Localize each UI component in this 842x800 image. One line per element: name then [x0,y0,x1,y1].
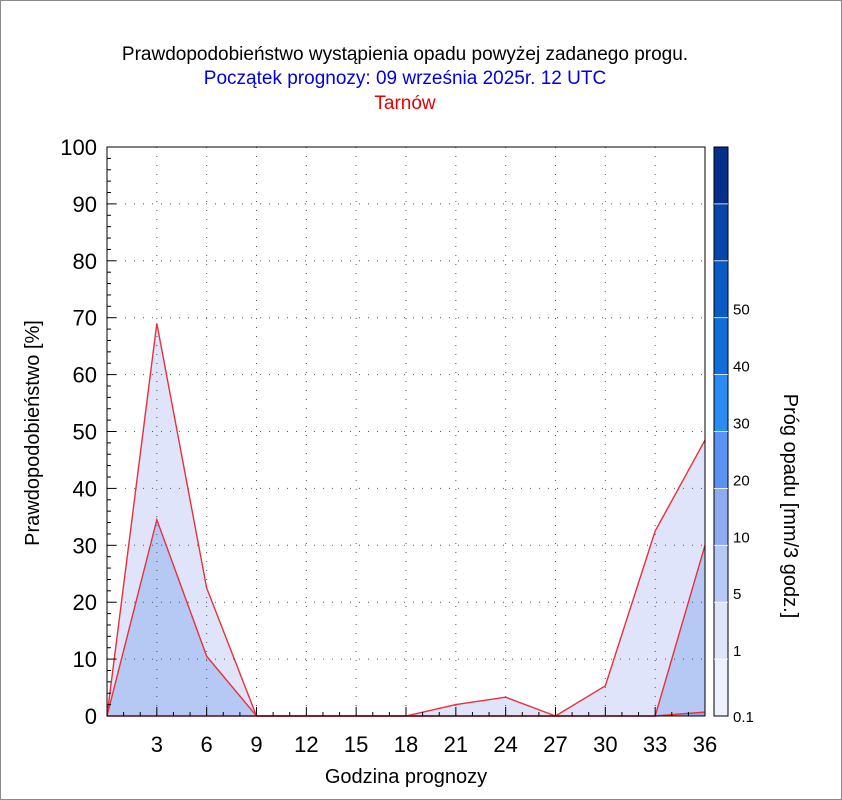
location-name: Tarnów [374,93,436,114]
x-tick-label: 33 [643,732,667,757]
colorbar-segment [714,317,728,375]
y-tick-label: 60 [73,363,97,388]
y-axis-label: Prawdopodobieństwo [%] [22,320,44,546]
colorbar: 0.1 1 5 10 20 30 40 50 [713,146,754,726]
y-tick-label: 0 [85,704,97,729]
x-tick-label: 3 [151,732,163,757]
colorbar-tick-label: 10 [733,529,750,546]
x-tick-label: 27 [543,732,567,757]
x-tick-label: 21 [444,732,468,757]
x-tick-label: 36 [693,732,717,757]
y-tick-label: 40 [73,476,97,501]
colorbar-segment [714,431,728,489]
colorbar-tick-label: 1 [733,643,741,660]
axes [106,146,706,717]
y-tick-label: 20 [73,590,97,615]
y-tick-labels: 0 10 20 30 40 50 60 70 80 90 100 [60,135,97,729]
colorbar-tick-label: 40 [733,359,750,376]
y-tick-label: 80 [73,249,97,274]
x-tick-label: 30 [593,732,617,757]
x-tick-label: 6 [201,732,213,757]
x-tick-label: 12 [294,732,318,757]
colorbar-label: Próg opadu [mm/3 godz.] [779,394,801,619]
x-tick-labels: 3 6 9 12 15 18 21 24 27 30 33 36 [151,732,718,757]
y-tick-label: 50 [73,420,97,445]
y-tick-label: 70 [73,306,97,331]
chart-title: Prawdopodobieństwo wystąpienia opadu pow… [121,44,689,65]
x-tick-label: 15 [344,732,368,757]
colorbar-segment [714,602,728,660]
y-tick-label: 30 [73,533,97,558]
colorbar-segment [714,147,728,204]
colorbar-segment [714,374,728,432]
colorbar-tick-label: 20 [733,472,750,489]
colorbar-tick-label: 30 [733,416,750,433]
colorbar-segment [714,260,728,318]
colorbar-tick-label: 0.1 [733,709,754,726]
x-axis-label: Godzina prognozy [325,766,487,788]
grid [107,147,705,716]
forecast-start: Początek prognozy: 09 września 2025r. 12… [203,68,607,89]
x-tick-label: 9 [250,732,262,757]
colorbar-segment [714,545,728,603]
colorbar-segment [714,488,728,546]
colorbar-segment [714,659,728,716]
y-tick-label: 90 [73,192,97,217]
x-tick-label: 24 [493,732,517,757]
colorbar-segment [714,203,728,261]
colorbar-tick-label: 50 [733,302,750,319]
y-tick-label: 10 [73,647,97,672]
x-tick-label: 18 [394,732,418,757]
area-threshold-1 [107,519,705,716]
y-tick-label: 100 [60,135,97,160]
probability-areas [107,323,705,716]
colorbar-tick-label: 5 [733,586,741,603]
